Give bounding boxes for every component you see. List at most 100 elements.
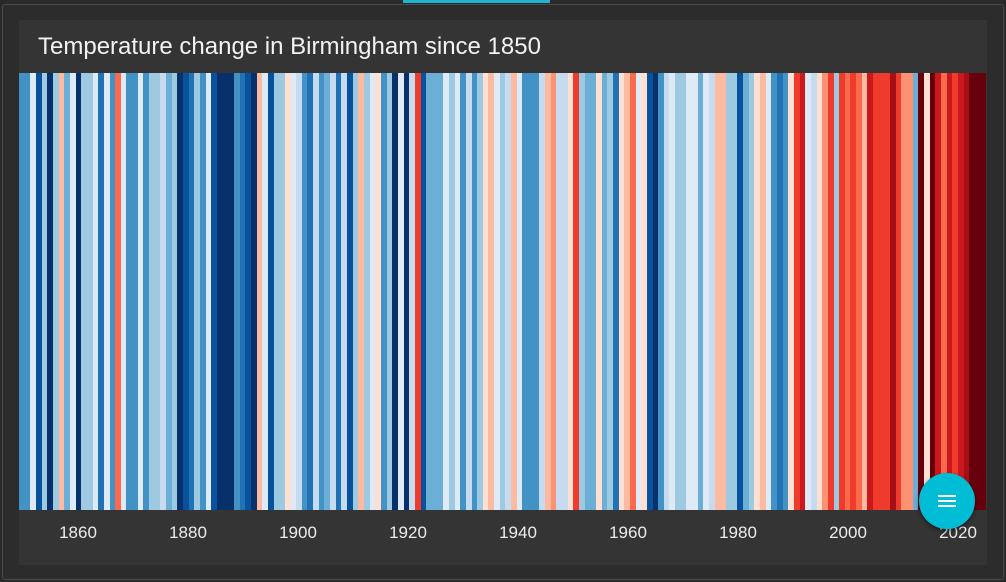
stripe-1853 — [35, 73, 42, 510]
stripe-1941 — [533, 73, 540, 510]
stripe-1968 — [686, 73, 693, 510]
stripe-1895 — [273, 73, 280, 510]
stripe-1865 — [103, 73, 110, 510]
stripe-2001 — [873, 73, 879, 510]
stripe-2017 — [963, 73, 970, 510]
stripe-1903 — [318, 73, 325, 510]
stripe-1923 — [431, 73, 438, 510]
stripe-1919 — [409, 73, 415, 510]
stripe-1934 — [494, 73, 500, 510]
stripe-1992 — [822, 73, 828, 510]
stripe-1887 — [228, 73, 234, 510]
stripe-1909 — [352, 73, 359, 510]
stripe-1881 — [194, 73, 200, 510]
stripe-1850 — [19, 73, 25, 510]
stripe-1954 — [607, 73, 613, 510]
stripe-1914 — [381, 73, 387, 510]
stripe-1981 — [759, 73, 766, 510]
stripe-1851 — [24, 73, 31, 510]
stripe-1943 — [545, 73, 551, 510]
stripe-1972 — [709, 73, 715, 510]
stripe-1893 — [262, 73, 268, 510]
stripe-1878 — [177, 73, 184, 510]
stripe-1975 — [726, 73, 732, 510]
stripe-1922 — [426, 73, 432, 510]
stripe-1901 — [307, 73, 314, 510]
stripe-1911 — [364, 73, 370, 510]
stripe-1949 — [578, 73, 585, 510]
stripe-1912 — [369, 73, 376, 510]
stripe-1882 — [200, 73, 206, 510]
stripe-1935 — [499, 73, 506, 510]
stripe-1869 — [126, 73, 133, 510]
stripe-1900 — [301, 73, 308, 510]
stripe-1964 — [663, 73, 670, 510]
chart-title: Temperature change in Birmingham since 1… — [38, 33, 541, 60]
stripe-1894 — [267, 73, 274, 510]
stripe-1936 — [505, 73, 512, 510]
x-axis: 1860 1880 1900 1920 1940 1960 1980 2000 2020 — [19, 510, 987, 565]
stripe-1983 — [771, 73, 777, 510]
stripe-1904 — [324, 73, 331, 510]
stripe-1996 — [844, 73, 851, 510]
stripe-1988 — [799, 73, 806, 510]
stripe-1931 — [477, 73, 483, 510]
stripe-1864 — [98, 73, 104, 510]
stripe-1916 — [392, 73, 398, 510]
stripe-2015 — [952, 73, 958, 510]
stripe-1995 — [839, 73, 845, 510]
stripe-1933 — [488, 73, 495, 510]
stripe-2006 — [901, 73, 908, 510]
stripe-2000 — [867, 73, 874, 510]
x-tick-label: 1980 — [719, 523, 757, 542]
stripe-1955 — [612, 73, 619, 510]
stripe-1980 — [754, 73, 760, 510]
stripe-1855 — [47, 73, 53, 510]
stripe-1907 — [341, 73, 348, 510]
stripe-1999 — [861, 73, 868, 510]
menu-button[interactable] — [919, 473, 975, 529]
stripe-1956 — [618, 73, 625, 510]
stripe-1938 — [516, 73, 523, 510]
stripe-1990 — [810, 73, 817, 510]
stripe-1930 — [471, 73, 478, 510]
stripe-1973 — [714, 73, 721, 510]
stripe-2020 — [980, 73, 987, 510]
stripe-1965 — [669, 73, 676, 510]
stripe-1892 — [256, 73, 263, 510]
stripe-2019 — [974, 73, 981, 510]
stripe-1884 — [211, 73, 217, 510]
stripe-1951 — [590, 73, 596, 510]
stripe-1984 — [776, 73, 783, 510]
x-tick-label: 1900 — [279, 523, 317, 542]
stripe-1920 — [414, 73, 421, 510]
x-tick-label: 1960 — [609, 523, 647, 542]
stripe-1860 — [75, 73, 82, 510]
stripe-1987 — [793, 73, 800, 510]
stripe-1924 — [437, 73, 444, 510]
stripe-1960 — [641, 73, 647, 510]
stripe-1906 — [335, 73, 342, 510]
x-tick-label: 1860 — [59, 523, 97, 542]
stripe-1898 — [290, 73, 297, 510]
stripe-2012 — [935, 73, 941, 510]
stripe-1966 — [675, 73, 681, 510]
x-tick-label: 1920 — [389, 523, 427, 542]
stripe-1971 — [703, 73, 710, 510]
stripe-1852 — [30, 73, 36, 510]
stripe-2007 — [907, 73, 913, 510]
stripe-1946 — [562, 73, 568, 510]
x-tick-label: 2000 — [829, 523, 867, 542]
stripe-1982 — [765, 73, 772, 510]
stripe-1918 — [403, 73, 410, 510]
stripe-1876 — [166, 73, 172, 510]
stripe-1910 — [358, 73, 365, 510]
stripe-1957 — [624, 73, 630, 510]
stripe-1874 — [154, 73, 161, 510]
stripe-1883 — [205, 73, 212, 510]
stripe-2003 — [884, 73, 891, 510]
stripe-1994 — [833, 73, 840, 510]
stripe-1928 — [460, 73, 466, 510]
stripe-1858 — [64, 73, 70, 510]
x-tick-label: 1880 — [169, 523, 207, 542]
